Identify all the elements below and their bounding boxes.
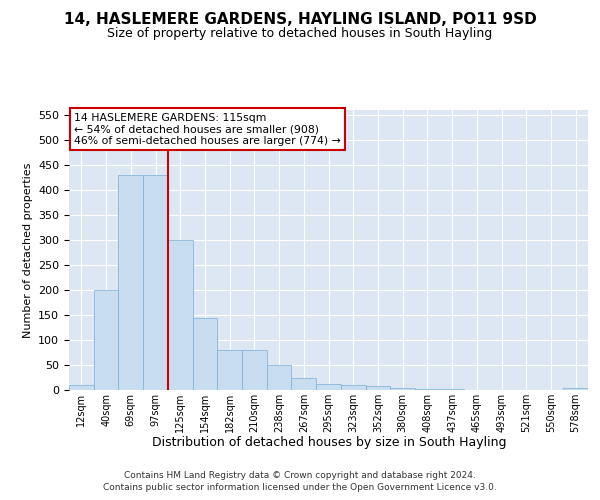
Bar: [316, 384, 341, 390]
Text: Contains public sector information licensed under the Open Government Licence v3: Contains public sector information licen…: [103, 484, 497, 492]
Bar: [563, 388, 588, 390]
Bar: [390, 388, 415, 390]
Bar: [292, 378, 316, 390]
Bar: [168, 240, 193, 390]
Bar: [118, 175, 143, 390]
Bar: [267, 365, 292, 390]
Bar: [242, 350, 267, 390]
Text: Contains HM Land Registry data © Crown copyright and database right 2024.: Contains HM Land Registry data © Crown c…: [124, 471, 476, 480]
Bar: [341, 385, 365, 390]
Text: Distribution of detached houses by size in South Hayling: Distribution of detached houses by size …: [152, 436, 506, 449]
Bar: [69, 385, 94, 390]
Text: Size of property relative to detached houses in South Hayling: Size of property relative to detached ho…: [107, 28, 493, 40]
Bar: [143, 175, 168, 390]
Text: 14 HASLEMERE GARDENS: 115sqm
← 54% of detached houses are smaller (908)
46% of s: 14 HASLEMERE GARDENS: 115sqm ← 54% of de…: [74, 113, 341, 146]
Text: 14, HASLEMERE GARDENS, HAYLING ISLAND, PO11 9SD: 14, HASLEMERE GARDENS, HAYLING ISLAND, P…: [64, 12, 536, 28]
Bar: [440, 389, 464, 390]
Y-axis label: Number of detached properties: Number of detached properties: [23, 162, 32, 338]
Bar: [193, 318, 217, 390]
Bar: [94, 290, 118, 390]
Bar: [365, 386, 390, 390]
Bar: [217, 350, 242, 390]
Bar: [415, 388, 440, 390]
